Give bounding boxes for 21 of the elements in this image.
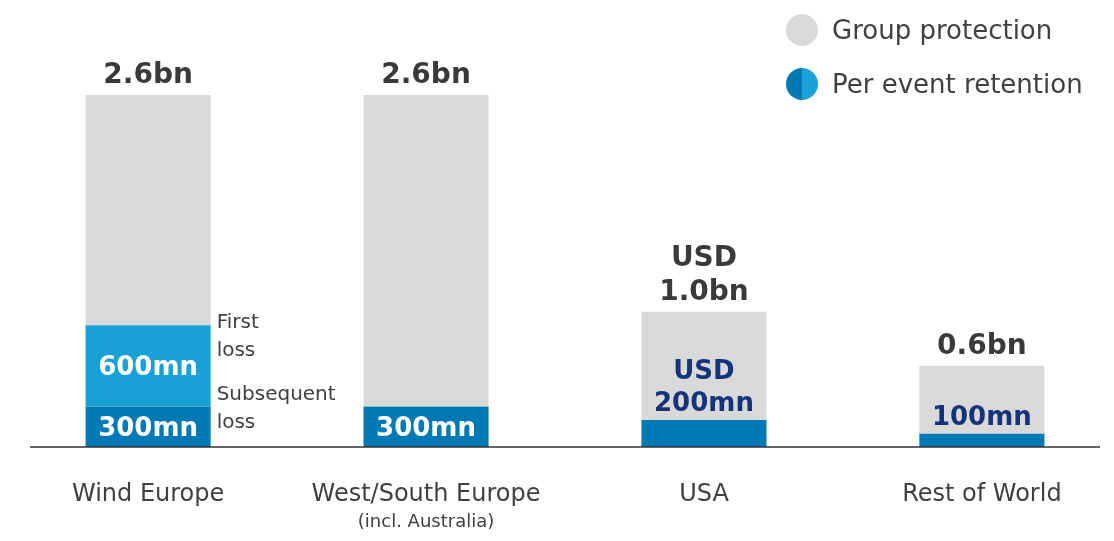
total-label: 2.6bn bbox=[103, 57, 193, 90]
data-label: 300mn bbox=[376, 411, 476, 442]
legend-label: Group protection bbox=[832, 15, 1053, 46]
bar bbox=[85, 95, 211, 326]
bar bbox=[919, 433, 1045, 447]
bar bbox=[363, 95, 489, 407]
annotation: First loss bbox=[216, 309, 259, 361]
legend-label: Per event retention bbox=[832, 69, 1083, 100]
x-tick-label: USA bbox=[679, 479, 730, 507]
x-tick-label: West/South Europe (incl. Australia) bbox=[311, 479, 541, 531]
data-label: 300mn bbox=[98, 411, 199, 442]
data-label: USD 200mn bbox=[654, 355, 754, 418]
total-label: USD 1.0bn bbox=[659, 239, 749, 307]
x-tick-label: Wind Europe bbox=[71, 479, 225, 507]
data-label: 100mn bbox=[931, 400, 1032, 431]
annotation: Subsequent loss bbox=[216, 381, 336, 433]
data-label: 600mn bbox=[98, 350, 199, 381]
total-label: 0.6bn bbox=[937, 327, 1027, 361]
bar bbox=[641, 419, 767, 447]
x-tick-label: Rest of World bbox=[902, 479, 1062, 507]
total-label: 2.6bn bbox=[381, 57, 471, 90]
